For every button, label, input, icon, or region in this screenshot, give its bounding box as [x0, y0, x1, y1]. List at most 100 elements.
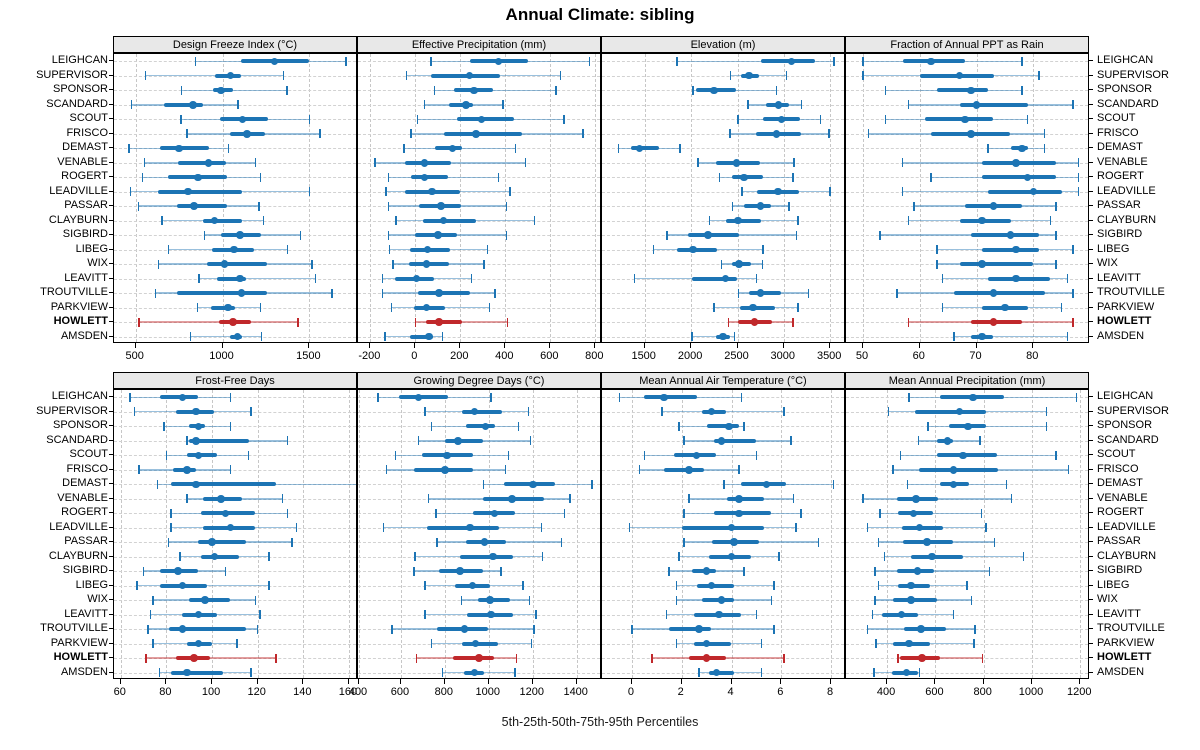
- whisker-cap-low: [875, 639, 877, 649]
- station-label-right: AMSDEN: [1097, 329, 1145, 342]
- station-label-right: DEMAST: [1097, 141, 1143, 153]
- whisker-cap-high: [828, 129, 830, 139]
- gridline-h: [358, 148, 600, 150]
- whisker-cap-low: [708, 216, 711, 226]
- x-tick: [736, 343, 738, 348]
- whisker-cap-high: [588, 56, 591, 66]
- station-label-left: HOWLETT: [53, 651, 108, 663]
- gridline-h: [114, 600, 356, 602]
- gridline-h: [358, 307, 600, 309]
- whisker-cap-high: [227, 143, 230, 153]
- median-dot: [217, 86, 225, 95]
- gridline-h: [602, 148, 844, 150]
- gridline-h: [114, 643, 356, 645]
- whisker-cap-low: [691, 332, 693, 342]
- median-dot: [420, 173, 429, 182]
- median-dot: [217, 495, 225, 503]
- median-dot: [189, 101, 197, 109]
- x-tick-label: 80: [1026, 350, 1039, 362]
- whisker-cap-low: [391, 624, 393, 634]
- iqr-bar: [726, 496, 764, 501]
- whisker-cap-high: [1077, 187, 1080, 197]
- whisker-cap-high: [792, 172, 794, 182]
- station-label-left: ROGERT: [61, 170, 108, 182]
- station-label-left: SUPERVISOR: [36, 404, 108, 417]
- station-label-right: WIX: [1097, 593, 1118, 605]
- whisker-cap-low: [720, 259, 723, 269]
- median-dot: [725, 422, 733, 431]
- gridline-h: [602, 220, 844, 222]
- station-label-left: VENABLE: [57, 491, 108, 504]
- whisker-cap-low: [196, 303, 199, 313]
- median-dot: [978, 216, 986, 225]
- station-label-left: WIX: [87, 593, 108, 605]
- whisker-cap-high: [980, 508, 983, 518]
- whisker-cap-low: [873, 668, 875, 678]
- whisker-cap-low: [692, 85, 694, 95]
- median-dot: [175, 144, 183, 153]
- whisker-cap-low: [385, 465, 388, 475]
- x-tick: [1079, 679, 1081, 684]
- whisker-cap-low: [897, 653, 899, 663]
- median-dot: [422, 303, 431, 312]
- median-dot: [238, 115, 247, 124]
- iqr-bar: [444, 438, 484, 443]
- median-dot: [907, 581, 915, 590]
- panel-header-design-freeze-index: Design Freeze Index (°C): [113, 36, 357, 53]
- station-label-right: ROGERT: [1097, 170, 1144, 182]
- whisker-cap-low: [908, 392, 910, 402]
- whisker-cap-high: [236, 639, 238, 649]
- whisker-cap-low: [906, 479, 909, 489]
- iqr-bar: [709, 670, 734, 675]
- median-dot: [236, 231, 244, 239]
- gridline-h: [602, 469, 844, 471]
- whisker-cap-high: [591, 479, 593, 489]
- median-dot: [437, 202, 445, 210]
- panel-header-frost-free-days: Frost-Free Days: [113, 372, 357, 389]
- whisker-cap-high: [488, 303, 491, 313]
- median-dot: [224, 303, 232, 312]
- whisker-cap-low: [899, 450, 902, 460]
- x-tick-label: 3000: [770, 350, 796, 362]
- row-tick: [1089, 307, 1093, 308]
- gridline-h: [602, 293, 844, 295]
- whisker-cap-high: [507, 450, 510, 460]
- gridline-h: [846, 614, 1088, 616]
- x-tick: [730, 679, 732, 684]
- station-label-right: SPONSOR: [1097, 83, 1153, 95]
- station-label-right: SCOUT: [1097, 112, 1136, 124]
- median-dot: [719, 332, 727, 341]
- whisker-cap-low: [901, 187, 904, 197]
- whisker-line: [692, 335, 735, 338]
- x-tick-label: 2000: [677, 350, 703, 362]
- whisker-cap-low: [737, 114, 739, 124]
- iqr-bar: [200, 554, 240, 559]
- row-tick: [109, 469, 113, 470]
- iqr-bar: [427, 525, 499, 530]
- median-dot: [1006, 231, 1015, 239]
- gridline-h: [846, 191, 1088, 193]
- whisker-cap-low: [731, 201, 734, 211]
- station-label-left: PARKVIEW: [50, 300, 108, 313]
- iqr-bar: [449, 102, 473, 107]
- gridline-h: [602, 455, 844, 457]
- panel-header-fraction-annual-ppt-rain: Fraction of Annual PPT as Rain: [845, 36, 1089, 53]
- whisker-cap-low: [395, 216, 397, 226]
- median-dot: [423, 245, 432, 254]
- median-dot: [480, 538, 489, 546]
- median-dot: [967, 86, 975, 95]
- station-label-left: LEIGHCAN: [51, 54, 108, 66]
- row-tick: [1089, 440, 1093, 441]
- gridline-h: [846, 307, 1088, 309]
- gridline-h: [846, 61, 1088, 63]
- median-dot: [961, 115, 969, 124]
- gridline-h: [358, 249, 600, 251]
- station-label-left: WIX: [87, 257, 108, 269]
- whisker-cap-low: [430, 639, 433, 649]
- gridline-h: [846, 162, 1088, 164]
- iqr-bar: [936, 88, 988, 93]
- row-tick: [109, 307, 113, 308]
- row-tick: [1089, 672, 1093, 673]
- station-label-right: PASSAR: [1097, 199, 1141, 211]
- whisker-cap-low: [723, 479, 725, 489]
